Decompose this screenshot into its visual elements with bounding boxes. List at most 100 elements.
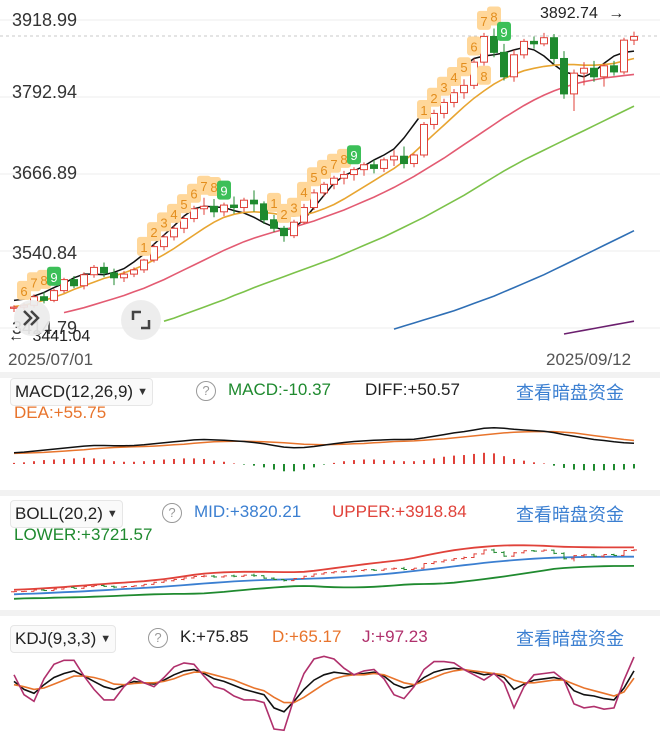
candle-down: [500, 51, 508, 78]
kdj-chart: [13, 655, 635, 732]
candle-down: [490, 35, 498, 53]
candle-down: [110, 272, 118, 279]
macd-panel: MACD(12,26,9) ▼ ? MACD:-10.37 DIFF:+50.5…: [0, 378, 660, 490]
boll-upper-value: UPPER:+3918.84: [332, 502, 467, 521]
td-count-box: [137, 236, 151, 256]
diff-line: [13, 426, 635, 454]
td-count-box: [47, 266, 61, 286]
date-end: 2025/09/12: [546, 350, 632, 369]
candle-up: [510, 54, 518, 78]
td-count-label: 1: [270, 196, 277, 211]
candle-down: [230, 204, 238, 209]
macd-selector[interactable]: MACD(12,26,9) ▼: [10, 378, 153, 406]
ma-line-ma60: [393, 229, 635, 330]
candle-up: [570, 72, 578, 95]
dark-pool-link[interactable]: 查看暗盘资金: [516, 629, 624, 649]
ma-line-ma20: [63, 73, 635, 314]
candle-up: [540, 37, 548, 45]
dark-pool-link[interactable]: 查看暗盘资金: [516, 505, 624, 525]
td-count-label: 5: [310, 170, 317, 185]
kdj-j-value: J:+97.23: [362, 627, 428, 646]
y-label-3: 3666.89: [12, 163, 78, 183]
y-label-4: 3540.84: [12, 243, 78, 263]
boll-panel: BOLL(20,2) ▼ ? MID:+3820.21 UPPER:+3918.…: [0, 497, 660, 610]
td-count-label: 3: [160, 215, 167, 230]
td-count-label: 5: [180, 197, 187, 212]
td-count-label: 9: [220, 184, 227, 199]
candle-down: [590, 67, 598, 78]
candle-up: [290, 221, 298, 237]
td-count-label: 4: [300, 185, 307, 200]
diff-value: DIFF:+50.57: [365, 380, 460, 399]
double-chevron-right-icon: [23, 310, 40, 326]
caret-down-icon: ▼: [137, 386, 148, 398]
td-count-label: 7: [30, 275, 37, 290]
boll-upper-line: [13, 544, 634, 591]
dark-pool-link[interactable]: 查看暗盘资金: [516, 383, 624, 403]
candle-up: [390, 155, 398, 161]
td-count-label: 6: [190, 187, 197, 202]
candle-down: [70, 279, 78, 287]
kdj-d-value: D:+65.17: [272, 627, 342, 646]
candle-down: [530, 40, 538, 45]
candle-up: [320, 183, 328, 194]
help-icon[interactable]: ?: [196, 381, 216, 401]
macd-title: MACD(12,26,9): [15, 382, 134, 401]
td-count-label: 2: [150, 225, 157, 240]
td-count-label: 1: [420, 103, 427, 118]
candle-down: [280, 227, 288, 237]
td-count-label: 9: [50, 270, 57, 285]
kdj-panel: KDJ(9,3,3) ▼ ? K:+75.85 D:+65.17 J:+97.2…: [0, 617, 660, 743]
high-value: 3892.74: [540, 5, 598, 22]
expand-chart-button[interactable]: [14, 300, 50, 336]
boll-lower-line: [13, 565, 635, 600]
td-count-box: [467, 36, 481, 56]
help-icon[interactable]: ?: [162, 503, 182, 523]
td-count-box: [457, 57, 471, 77]
candle-up: [130, 269, 138, 275]
candle-up: [470, 61, 478, 86]
candle-up: [50, 290, 58, 301]
candle-up: [620, 39, 628, 73]
td-count-label: 4: [170, 207, 177, 222]
td-count-label: 8: [340, 152, 347, 167]
candle-up: [180, 218, 188, 229]
ma-line-ma30: [163, 105, 635, 322]
caret-down-icon: ▼: [100, 633, 112, 645]
candle-up: [330, 177, 338, 185]
candle-up: [220, 204, 228, 213]
help-icon[interactable]: ?: [148, 628, 168, 648]
td-count-label: 7: [330, 157, 337, 172]
fullscreen-button[interactable]: [121, 300, 161, 340]
candle-up: [200, 205, 208, 210]
macd-value: MACD:-10.37: [228, 380, 331, 399]
td-count-label: 1: [140, 240, 147, 255]
td-count-box: [477, 65, 491, 85]
candle-down: [250, 199, 258, 205]
td-count-label: 5: [460, 60, 467, 75]
kdj-k-line: [13, 667, 635, 713]
separator: [0, 610, 660, 616]
low-marker: ← 3441.04: [8, 328, 90, 346]
dea-line: [13, 430, 635, 455]
boll-lower-value: LOWER:+3721.57: [14, 525, 153, 544]
td-count-box: [297, 181, 311, 201]
candle-up: [420, 123, 428, 156]
candle-up: [460, 84, 468, 94]
y-label-top: 3918.99: [12, 10, 78, 30]
candle-up: [120, 273, 128, 279]
left-arrow-icon: ←: [8, 328, 24, 345]
candle-up: [140, 259, 148, 271]
kdj-d-line: [13, 668, 635, 704]
candle-up: [160, 236, 168, 248]
y-label-2: 3792.94: [12, 82, 78, 102]
boll-selector[interactable]: BOLL(20,2) ▼: [10, 500, 123, 528]
kdj-k-value: K:+75.85: [180, 627, 249, 646]
kdj-selector[interactable]: KDJ(9,3,3) ▼: [10, 625, 117, 653]
macd-chart: [13, 426, 635, 472]
candle-down: [40, 296, 48, 301]
candle-down: [550, 37, 558, 59]
td-count-label: 9: [500, 25, 507, 40]
